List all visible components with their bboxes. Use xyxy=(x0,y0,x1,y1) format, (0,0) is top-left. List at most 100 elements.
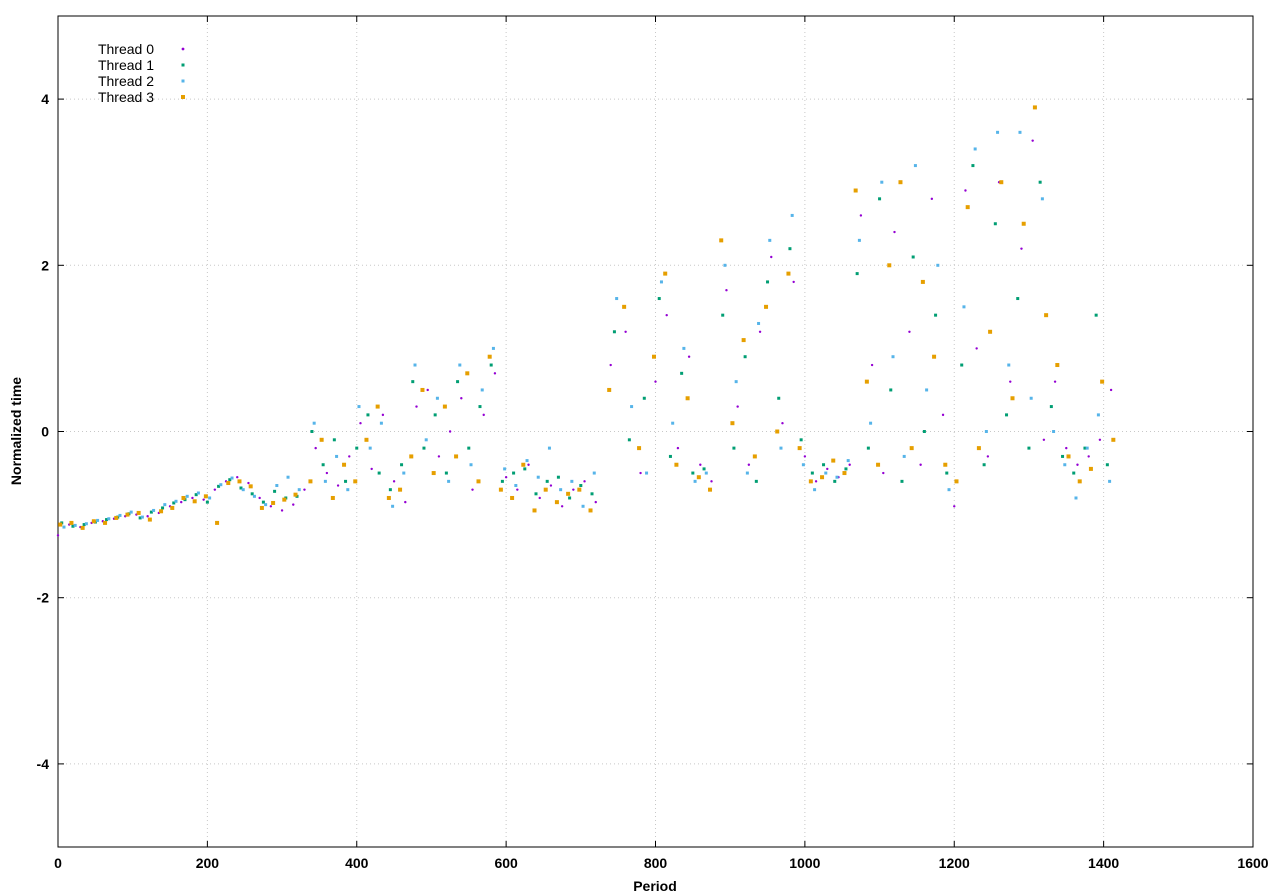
data-point xyxy=(993,222,997,226)
x-tick-label: 0 xyxy=(54,855,62,871)
data-point xyxy=(833,479,837,483)
data-point xyxy=(986,455,990,458)
data-point xyxy=(704,471,708,475)
series-1 xyxy=(60,164,1109,528)
data-point xyxy=(226,481,231,486)
data-point xyxy=(203,494,208,499)
data-point xyxy=(982,463,986,467)
data-point xyxy=(261,500,265,504)
data-point xyxy=(386,495,391,500)
data-point xyxy=(922,430,926,433)
data-point xyxy=(273,489,277,493)
data-point xyxy=(271,500,276,505)
data-point xyxy=(855,272,859,276)
data-point xyxy=(732,446,736,450)
data-point xyxy=(925,388,929,392)
data-point xyxy=(138,516,142,520)
data-point xyxy=(754,479,758,483)
data-point xyxy=(814,480,818,483)
data-point xyxy=(426,388,429,392)
data-point xyxy=(69,520,74,525)
data-point xyxy=(975,347,978,350)
legend-label: Thread 3 xyxy=(98,89,154,105)
data-point xyxy=(696,475,701,480)
data-point xyxy=(752,454,757,459)
data-point xyxy=(523,467,527,471)
data-point xyxy=(280,509,284,512)
data-point xyxy=(786,271,791,276)
data-points xyxy=(56,105,1116,537)
data-point xyxy=(919,463,922,466)
data-point xyxy=(808,479,813,484)
data-point xyxy=(898,180,903,185)
data-point xyxy=(1029,396,1033,400)
data-point xyxy=(568,496,572,500)
data-point xyxy=(973,147,977,151)
data-point xyxy=(152,508,156,512)
data-point xyxy=(831,458,836,463)
data-point xyxy=(527,463,530,466)
data-point xyxy=(960,363,964,367)
data-point xyxy=(1042,438,1046,442)
data-point xyxy=(471,488,474,491)
data-point xyxy=(103,520,108,525)
data-point xyxy=(282,497,287,502)
data-point xyxy=(1061,454,1065,458)
data-point xyxy=(665,313,668,317)
data-point xyxy=(642,396,646,400)
data-point xyxy=(73,523,77,527)
data-point xyxy=(149,510,153,514)
y-tick-label: 0 xyxy=(41,424,49,440)
data-point xyxy=(275,484,279,488)
legend-label: Thread 2 xyxy=(98,73,154,89)
data-point xyxy=(637,446,642,451)
y-tick-label: -4 xyxy=(37,756,50,772)
data-point xyxy=(239,486,243,490)
data-point xyxy=(560,505,564,508)
data-point xyxy=(1077,479,1082,484)
data-point xyxy=(887,263,892,268)
data-point xyxy=(467,446,471,450)
data-point xyxy=(680,371,684,375)
data-point xyxy=(114,515,119,520)
data-point xyxy=(577,487,582,492)
data-point xyxy=(693,479,697,483)
data-point xyxy=(359,421,362,425)
data-point xyxy=(902,454,906,458)
data-point xyxy=(460,397,463,400)
data-point xyxy=(84,522,88,526)
data-point xyxy=(876,462,881,467)
data-point xyxy=(652,354,657,359)
data-point xyxy=(364,437,369,442)
data-point xyxy=(538,496,541,500)
data-point xyxy=(687,355,691,358)
data-point xyxy=(297,488,301,492)
x-axis-title: Period xyxy=(633,878,677,894)
data-point xyxy=(516,488,519,491)
data-point xyxy=(1007,363,1011,367)
data-point xyxy=(1031,139,1034,142)
data-point xyxy=(469,463,473,467)
data-point xyxy=(514,484,518,488)
series-0 xyxy=(56,139,1113,537)
legend-label: Thread 0 xyxy=(98,41,154,57)
data-point xyxy=(381,413,385,417)
data-point xyxy=(525,459,529,463)
data-point xyxy=(570,479,574,483)
data-point xyxy=(668,454,672,458)
data-point xyxy=(500,479,504,483)
data-point xyxy=(355,446,359,450)
data-point xyxy=(1040,197,1044,201)
data-point xyxy=(292,503,295,506)
data-point xyxy=(194,493,198,497)
data-point xyxy=(953,505,956,508)
data-point xyxy=(456,380,460,384)
data-point xyxy=(545,479,549,483)
data-point xyxy=(882,471,885,475)
data-point xyxy=(534,492,538,496)
data-point xyxy=(913,164,917,168)
data-point xyxy=(639,471,642,475)
data-point xyxy=(976,446,981,451)
data-point xyxy=(230,476,234,480)
data-point xyxy=(592,471,596,475)
